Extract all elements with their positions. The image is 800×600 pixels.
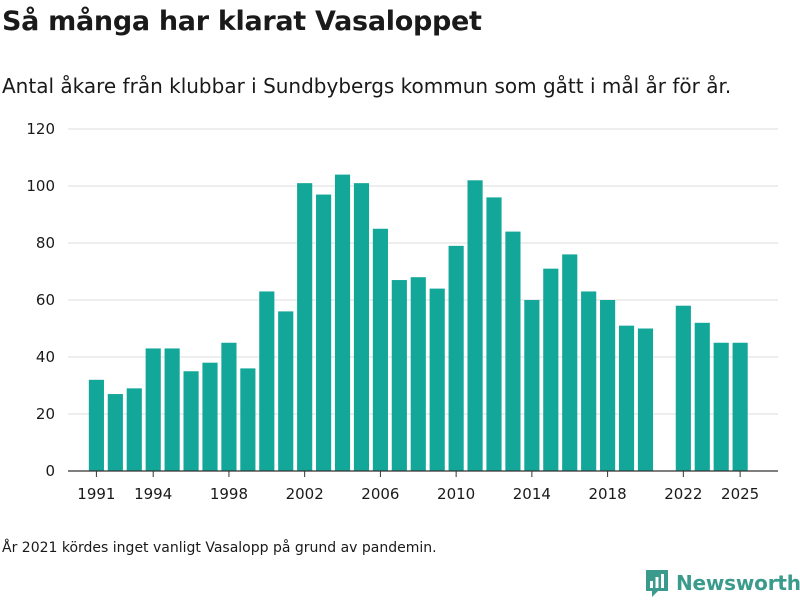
bar-2010 bbox=[448, 245, 464, 471]
bar-2016 bbox=[562, 254, 578, 471]
bar-2002 bbox=[297, 183, 313, 471]
x-tick-label: 1998 bbox=[210, 485, 248, 503]
y-tick-label: 0 bbox=[45, 462, 55, 480]
bar-2015 bbox=[543, 268, 559, 471]
bar-1997 bbox=[202, 362, 218, 471]
x-tick-label: 2014 bbox=[513, 485, 551, 503]
bar-2006 bbox=[372, 228, 388, 471]
y-tick-label: 20 bbox=[36, 405, 55, 423]
chart-subtitle: Antal åkare från klubbar i Sundbybergs k… bbox=[2, 74, 732, 98]
bar-2023 bbox=[694, 322, 710, 471]
y-tick-label: 60 bbox=[36, 291, 55, 309]
bar-2003 bbox=[316, 194, 332, 472]
bar-2000 bbox=[259, 291, 275, 471]
x-tick-label: 2025 bbox=[721, 485, 759, 503]
bar-2011 bbox=[467, 180, 483, 472]
y-tick-label: 120 bbox=[26, 120, 55, 138]
y-tick-label: 40 bbox=[36, 348, 55, 366]
bar-2009 bbox=[429, 288, 445, 471]
brand-name: Newsworthy bbox=[676, 571, 800, 595]
x-tick-label: 2006 bbox=[361, 485, 399, 503]
bar-2004 bbox=[334, 174, 351, 471]
x-axis: 1991 1994 1998 2002 2006 2010 2014 2018 2022 2025 bbox=[68, 470, 778, 503]
bar-2014 bbox=[524, 300, 540, 471]
bar-1998 bbox=[221, 342, 237, 471]
bar-2022 bbox=[675, 305, 691, 471]
y-axis: 0 20 40 60 80 100 120 bbox=[26, 120, 55, 480]
bar-chart: 0 20 40 60 80 100 120 1991 1994 1998 2002 2006 2010… bbox=[26, 120, 778, 503]
bar-2025 bbox=[732, 342, 748, 471]
bar-2012 bbox=[486, 197, 502, 471]
brand-logo[interactable]: Newsworthy bbox=[644, 568, 800, 598]
bar-1992 bbox=[107, 394, 123, 471]
x-tick-label: 2010 bbox=[437, 485, 475, 503]
x-tick-label: 1991 bbox=[77, 485, 115, 503]
bar-2008 bbox=[410, 277, 426, 471]
x-tick-label: 2022 bbox=[664, 485, 702, 503]
footnote: År 2021 kördes inget vanligt Vasalopp på… bbox=[2, 540, 437, 556]
newsworthy-logo-icon bbox=[646, 570, 668, 597]
bar-2005 bbox=[353, 183, 370, 471]
x-tick-label: 1994 bbox=[134, 485, 172, 503]
bar-1996 bbox=[183, 371, 199, 471]
bar-1991 bbox=[88, 379, 104, 471]
x-tick-label: 2002 bbox=[286, 485, 324, 503]
y-tick-label: 100 bbox=[26, 177, 55, 195]
bar-2019 bbox=[618, 325, 635, 471]
bar-2017 bbox=[581, 291, 597, 471]
bar-1995 bbox=[164, 348, 180, 471]
x-tick-label: 2018 bbox=[589, 485, 627, 503]
bar-2001 bbox=[278, 311, 294, 471]
bar-1993 bbox=[126, 388, 142, 471]
bar-1994 bbox=[145, 348, 161, 471]
bar-2020 bbox=[637, 328, 654, 471]
y-tick-label: 80 bbox=[36, 234, 55, 252]
chart-title: Så många har klarat Vasaloppet bbox=[2, 6, 482, 37]
bar-1999 bbox=[240, 368, 256, 471]
bar-2013 bbox=[505, 231, 521, 471]
bars bbox=[88, 174, 748, 472]
bar-2007 bbox=[391, 280, 407, 471]
bar-2024 bbox=[713, 342, 729, 471]
bar-2018 bbox=[600, 300, 616, 471]
